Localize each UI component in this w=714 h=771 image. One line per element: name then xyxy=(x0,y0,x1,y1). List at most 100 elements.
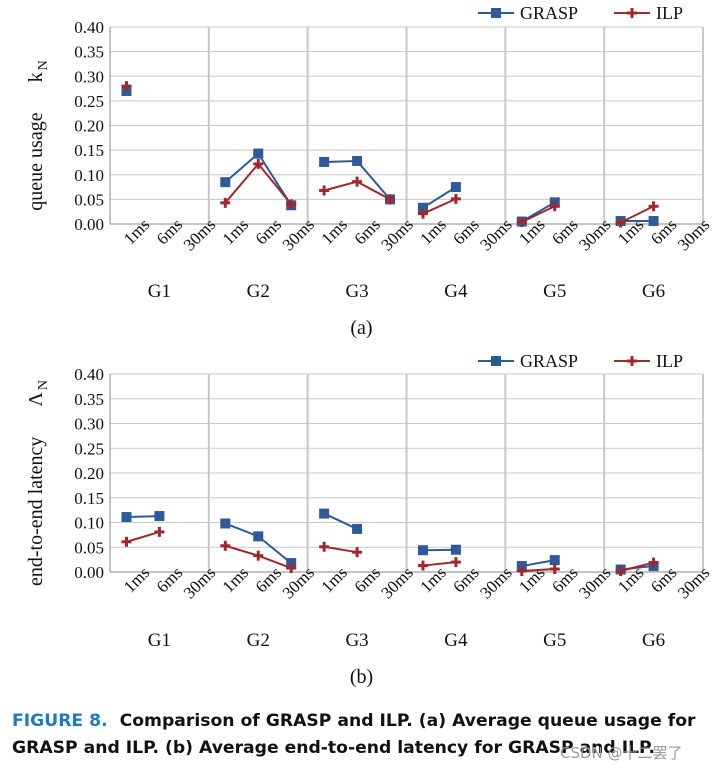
group-label: G3 xyxy=(345,281,368,302)
series-ilp-point xyxy=(319,541,330,552)
y-axis-symbol: k xyxy=(25,72,47,82)
x-tick-label: 30ms xyxy=(674,563,713,602)
y-tick-label: 0.15 xyxy=(74,141,104,160)
series-ilp-point xyxy=(352,176,363,187)
series-ilp-point xyxy=(417,560,428,571)
figure-caption: FIGURE 8. Comparison of GRASP and ILP. (… xyxy=(12,708,712,762)
series-grasp-segment xyxy=(323,512,358,530)
series-ilp-point xyxy=(286,563,297,574)
series-grasp-point xyxy=(648,216,659,227)
group-label: G5 xyxy=(543,281,566,302)
y-tick-label: 0.10 xyxy=(74,166,104,185)
legend: GRASP ILP xyxy=(478,351,683,371)
group-label: G4 xyxy=(444,281,468,302)
series-ilp-segment xyxy=(521,205,556,223)
series-ilp-point xyxy=(385,194,396,205)
series-ilp-point xyxy=(121,81,132,92)
y-axis-subscript: N xyxy=(36,380,51,390)
series-ilp-point xyxy=(121,536,132,547)
panel-label: (b) xyxy=(350,666,373,688)
legend-item-grasp: GRASP xyxy=(478,3,578,23)
series-grasp-segment xyxy=(422,186,457,209)
series-ilp-point xyxy=(154,526,165,537)
x-tick-label: 30ms xyxy=(180,563,219,602)
x-tick-label: 30ms xyxy=(377,563,416,602)
legend-item-ilp: ILP xyxy=(614,3,683,23)
y-tick-label: 0.10 xyxy=(74,514,104,533)
series-grasp-segment xyxy=(257,535,292,564)
y-axis-symbol: Λ xyxy=(25,392,47,407)
series-ilp-point xyxy=(516,217,527,228)
group-label: G5 xyxy=(543,630,566,651)
y-tick-label: 0.00 xyxy=(74,215,104,234)
series-ilp-point xyxy=(450,193,461,204)
legend-label: GRASP xyxy=(520,3,578,23)
x-tick-label: 30ms xyxy=(180,215,219,254)
series-ilp-segment xyxy=(126,530,160,543)
series-ilp-point xyxy=(220,197,231,208)
series-grasp-segment xyxy=(521,559,555,568)
y-axis-label: end-to-end latency ΛN xyxy=(25,380,51,586)
group-label: G6 xyxy=(642,281,665,302)
series-grasp-point xyxy=(121,512,132,523)
y-tick-label: 0.05 xyxy=(74,538,104,557)
x-tick-label: 1ms xyxy=(416,215,449,248)
y-tick-label: 0.00 xyxy=(74,563,104,582)
x-tick-label: 30ms xyxy=(575,215,614,254)
series-ilp-point xyxy=(615,217,626,228)
series-ilp-segment xyxy=(224,163,260,204)
series-ilp-point xyxy=(319,185,330,196)
series-ilp-point xyxy=(352,547,363,558)
group-label: G6 xyxy=(642,630,665,651)
x-tick-label: 1ms xyxy=(318,215,351,248)
series-ilp-segment xyxy=(620,205,655,224)
series-ilp-segment xyxy=(521,568,555,573)
series-grasp-point xyxy=(450,182,461,193)
series-grasp-segment xyxy=(356,160,391,201)
series-grasp-point xyxy=(319,156,330,167)
x-tick-label: 30ms xyxy=(575,563,614,602)
y-axis-subscript: N xyxy=(36,60,51,70)
series-ilp-point xyxy=(516,566,527,577)
series-ilp-segment xyxy=(323,545,358,554)
series-grasp-segment xyxy=(224,522,259,538)
y-tick-label: 0.20 xyxy=(74,117,104,136)
series-grasp-segment xyxy=(324,159,358,163)
series-ilp-segment xyxy=(422,197,457,215)
y-tick-label: 0.40 xyxy=(74,18,104,37)
series-grasp-point xyxy=(220,177,231,188)
series-grasp-point xyxy=(253,148,264,159)
series-ilp-point xyxy=(615,566,626,577)
series-ilp-segment xyxy=(620,561,654,572)
series-grasp-point xyxy=(352,155,363,166)
y-axis-title: queue usage xyxy=(25,112,47,210)
x-tick-label: 1ms xyxy=(219,215,252,248)
y-axis-label: queue usage kN xyxy=(25,60,51,210)
x-tick-label: 1ms xyxy=(219,563,252,596)
x-tick-label: 30ms xyxy=(279,563,318,602)
series-ilp-point xyxy=(450,557,461,568)
legend-marker xyxy=(491,8,501,18)
legend-item-ilp: ILP xyxy=(614,351,683,371)
group-label: G1 xyxy=(148,281,171,302)
group-label: G2 xyxy=(247,281,270,302)
x-tick-label: 1ms xyxy=(318,563,351,596)
series-grasp-point xyxy=(154,511,165,522)
x-tick-label: 1ms xyxy=(120,563,153,596)
y-tick-label: 0.25 xyxy=(74,439,104,458)
caption-text: Comparison of GRASP and ILP. (a) Average… xyxy=(12,711,696,758)
x-tick-label: 1ms xyxy=(416,563,449,596)
series-ilp-point xyxy=(648,201,659,212)
series-ilp-segment xyxy=(422,561,457,567)
series-ilp-point xyxy=(286,199,297,210)
series-grasp-segment xyxy=(224,152,259,183)
series-grasp-point xyxy=(417,202,428,213)
y-tick-label: 0.25 xyxy=(74,92,104,111)
legend-label: GRASP xyxy=(520,351,578,371)
panel-label: (a) xyxy=(350,317,372,339)
group-label: G3 xyxy=(345,630,368,651)
series-ilp-segment xyxy=(225,544,259,557)
y-tick-label: 0.05 xyxy=(74,190,104,209)
series-ilp-point xyxy=(417,208,428,219)
